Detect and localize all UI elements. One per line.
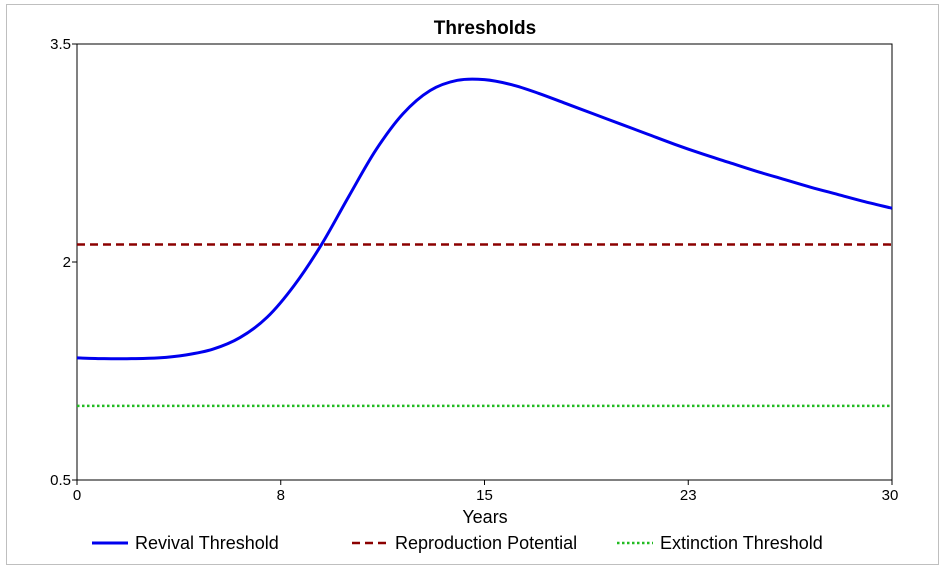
y-tick-label: 2 xyxy=(63,254,71,271)
x-tick-label: 30 xyxy=(882,487,899,504)
x-tick-label: 0 xyxy=(73,487,81,504)
x-tick-label: 23 xyxy=(680,487,697,504)
legend: Revival Threshold Reproduction Potential E… xyxy=(92,533,823,553)
x-axis: 0 8 15 23 30 xyxy=(73,480,899,504)
x-axis-label: Years xyxy=(462,507,507,527)
x-tick-label: 8 xyxy=(277,487,285,504)
legend-label: Extinction Threshold xyxy=(660,533,823,553)
legend-item-revival-threshold: Revival Threshold xyxy=(92,533,279,553)
plot-area xyxy=(76,43,893,481)
legend-label: Reproduction Potential xyxy=(395,533,577,553)
chart-frame xyxy=(6,4,939,565)
x-tick-label: 15 xyxy=(476,487,493,504)
series-layer xyxy=(76,77,893,408)
legend-item-extinction-threshold: Extinction Threshold xyxy=(617,533,823,553)
y-tick-label: 3.5 xyxy=(50,36,71,53)
legend-item-reproduction-potential: Reproduction Potential xyxy=(352,533,577,553)
chart-title: Thresholds xyxy=(434,18,536,39)
legend-label: Revival Threshold xyxy=(135,533,279,553)
revival-threshold-line xyxy=(76,77,893,361)
y-tick-label: 0.5 xyxy=(50,472,71,489)
y-axis: 0.5 2 3.5 xyxy=(50,36,77,489)
